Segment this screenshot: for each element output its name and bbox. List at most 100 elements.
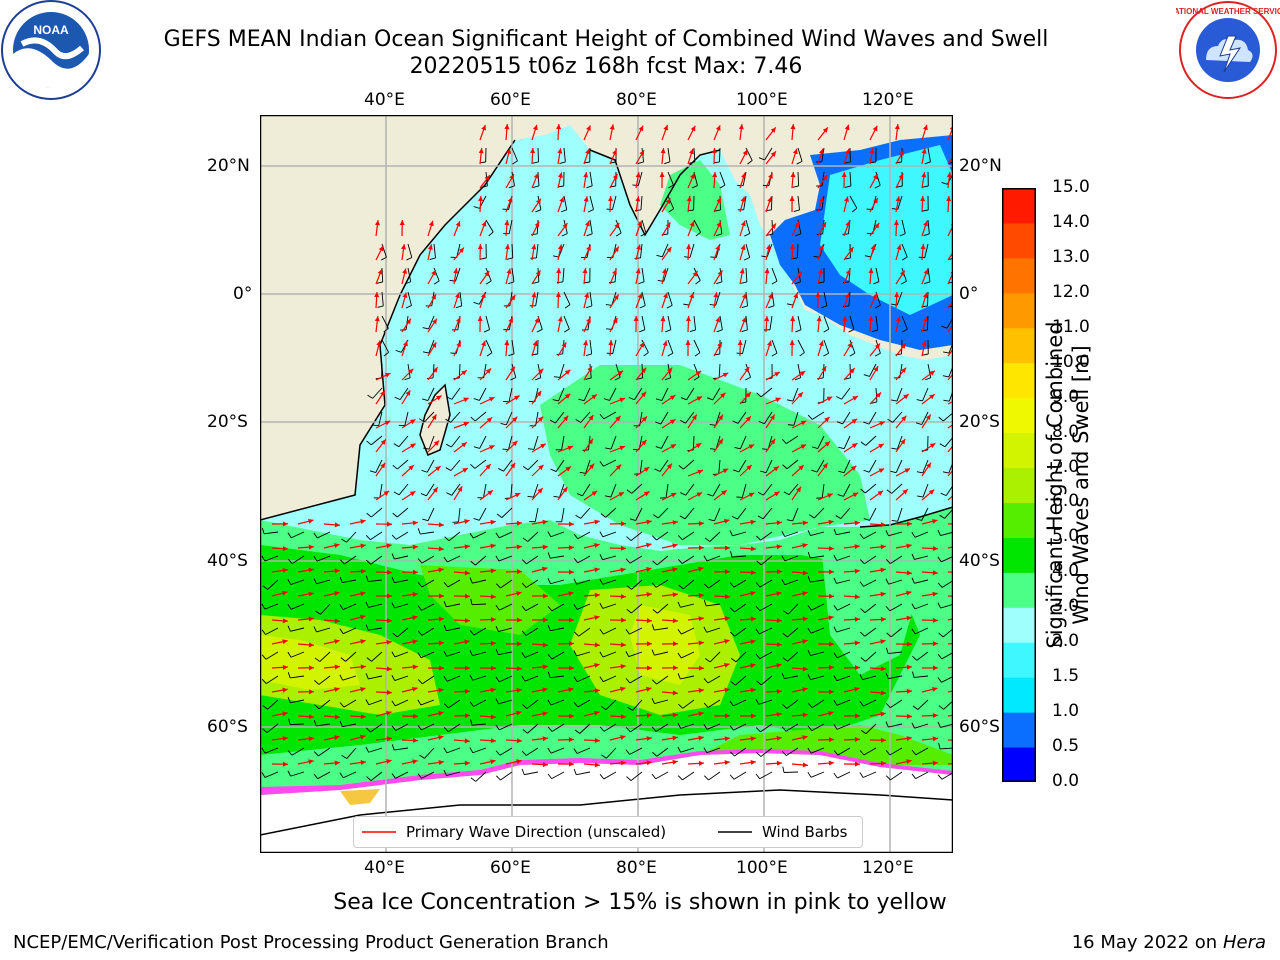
wave-arrow-head	[789, 196, 795, 202]
wave-arrow-head	[748, 492, 755, 498]
wind-barb	[316, 555, 331, 562]
wind-barb-flag	[665, 329, 672, 333]
wind-barb	[640, 195, 643, 210]
wave-arrow-head	[828, 641, 834, 647]
wind-barb-flag	[938, 705, 944, 710]
wave-arrow-head	[401, 244, 407, 250]
wind-barb-flag	[394, 396, 401, 401]
wind-barb	[793, 411, 799, 426]
wind-barb-flag	[833, 528, 837, 535]
wind-barb-flag	[807, 747, 812, 754]
wind-barb-flag	[729, 530, 733, 536]
wave-arrow-head	[750, 639, 756, 645]
wave-arrow-head	[724, 616, 730, 622]
wave-arrow-head	[374, 220, 380, 226]
wind-barb	[368, 603, 383, 608]
wave-arrow-head	[906, 688, 912, 694]
wind-barb	[603, 675, 617, 683]
wind-barb-flag	[677, 558, 683, 564]
wave-arrow-head	[880, 616, 886, 622]
wave-arrow-head	[374, 316, 380, 322]
wind-barb-flag	[783, 610, 789, 615]
wind-barb-flag	[912, 655, 918, 661]
colorbar-segment	[1002, 712, 1036, 748]
wind-barb	[864, 627, 877, 637]
wave-arrow-head	[711, 148, 717, 154]
wave-arrow-head	[438, 760, 444, 765]
wave-arrow	[947, 666, 953, 669]
wind-barb-flag	[495, 604, 500, 611]
wind-barb	[344, 555, 357, 565]
wave-arrow-head	[594, 519, 600, 525]
wave-arrow-head	[800, 444, 807, 450]
wind-barb	[916, 651, 929, 661]
wave-arrow-head	[412, 591, 418, 597]
wave-arrow-head	[542, 642, 548, 648]
wind-barb-flag	[605, 447, 612, 450]
wind-barb	[759, 627, 773, 635]
wind-barb-flag	[811, 469, 818, 473]
wave-arrow-head	[585, 148, 590, 155]
wave-arrow-head	[555, 292, 561, 298]
wind-barb-flag	[886, 632, 892, 638]
wind-barb-flag	[922, 185, 929, 188]
wave-arrow-head	[828, 545, 834, 551]
wind-barb	[428, 435, 435, 450]
wind-barb-flag	[937, 721, 941, 728]
wave-arrow	[947, 714, 953, 717]
wave-arrow-head	[852, 396, 858, 401]
wind-barb-flag	[655, 398, 662, 401]
wind-barb	[395, 699, 409, 707]
wave-arrow-head	[824, 416, 830, 423]
wave-arrow-head	[532, 124, 538, 131]
wind-barb-flag	[640, 232, 647, 237]
wave-arrow-head	[698, 545, 704, 551]
wave-arrow-head	[750, 616, 756, 622]
wave-arrow-head	[412, 615, 418, 621]
wind-barb	[869, 507, 877, 521]
wind-barb	[500, 771, 513, 781]
wave-arrow-head	[490, 594, 496, 600]
wave-arrow-head	[464, 688, 470, 694]
wave-arrow-head	[932, 591, 938, 597]
wind-barb-flag	[794, 377, 801, 381]
wind-barb-flag	[891, 447, 898, 450]
wind-barb	[375, 459, 383, 473]
wind-barb	[485, 219, 494, 233]
wind-barb-flag	[639, 305, 646, 309]
wind-barb	[394, 651, 409, 658]
wind-barb-flag	[668, 184, 674, 189]
wave-arrow-head	[282, 546, 288, 552]
wind-barb	[499, 531, 513, 539]
wind-barb	[890, 771, 903, 781]
wave-arrow-head	[456, 341, 461, 348]
wave-arrow-head	[932, 736, 938, 742]
wave-arrow-head	[818, 148, 824, 155]
wind-barb-flag	[703, 678, 709, 684]
wave-arrow-head	[639, 150, 645, 156]
wave-arrow-head	[697, 566, 704, 572]
wind-barb	[589, 171, 593, 186]
wave-arrow-head	[614, 222, 620, 229]
wave-arrow-head	[334, 591, 340, 596]
wind-barb	[849, 195, 858, 209]
wave-arrow-head	[738, 124, 744, 130]
wind-barb-flag	[422, 351, 429, 354]
wind-barb-flag	[392, 632, 398, 638]
wind-barb-flag	[287, 625, 291, 632]
wind-barb-flag	[836, 421, 843, 425]
wind-barb-flag	[678, 584, 684, 590]
wind-barb-flag	[367, 394, 373, 399]
wave-arrow-head	[893, 220, 899, 226]
wind-barb-flag	[575, 514, 581, 519]
wind-barb-flag	[366, 512, 372, 518]
wave-arrow-head	[724, 545, 730, 551]
wave-arrow-head	[665, 198, 671, 204]
wave-arrow-head	[906, 735, 912, 741]
wind-barb	[797, 195, 800, 210]
wave-arrow-head	[880, 760, 886, 766]
wind-barb	[760, 555, 773, 566]
lon-tick-top-40: 40°E	[364, 90, 405, 110]
wind-barb	[948, 365, 953, 378]
wind-barb-flag	[473, 301, 480, 305]
